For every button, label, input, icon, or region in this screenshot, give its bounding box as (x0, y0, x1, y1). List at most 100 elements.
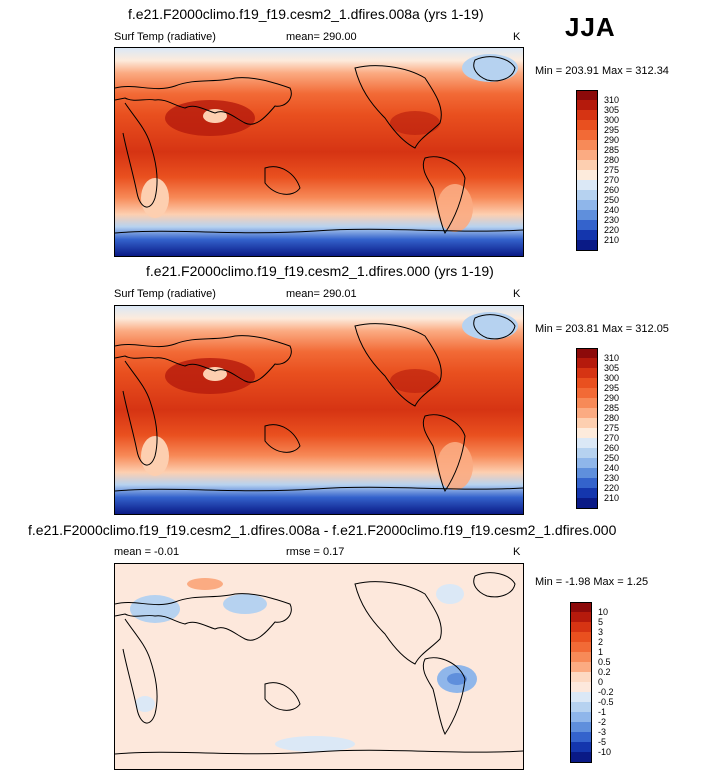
colorbar-tick-label: 285 (604, 145, 620, 155)
panel1-tibet-cool (203, 109, 227, 123)
colorbar-tick-label: 305 (604, 105, 620, 115)
colorbar-tick-label: 280 (604, 413, 620, 423)
colorbar-cell (576, 140, 598, 151)
colorbar-cell (576, 240, 598, 251)
colorbar-tick-label: -10 (598, 747, 612, 757)
colorbar-tick-label: 230 (604, 473, 620, 483)
colorbar-tick-label: -1 (598, 707, 607, 717)
colorbar-tick-label: 240 (604, 205, 620, 215)
colorbar-cell (576, 498, 598, 509)
colorbar-tick-label: 295 (604, 383, 620, 393)
colorbar-tick-label: 260 (604, 185, 620, 195)
panel3-map (114, 563, 524, 770)
colorbar-tick-label: 310 (604, 95, 620, 105)
panel3-anom-safrica (135, 696, 155, 712)
panel1-minmax: Min = 203.91 Max = 312.34 (535, 65, 669, 77)
colorbar-cell (570, 682, 592, 693)
colorbar-tick-label: 3 (598, 627, 604, 637)
panel1-samerica-cool (437, 184, 473, 232)
colorbar-cell (570, 602, 592, 613)
colorbar-tick-label: 275 (604, 423, 620, 433)
colorbar-cell (570, 672, 592, 683)
colorbar-cell (576, 200, 598, 211)
panel1-map (114, 47, 524, 257)
colorbar-tick-label: 290 (604, 393, 620, 403)
colorbar-cell (576, 378, 598, 389)
colorbar-tick-label: 275 (604, 165, 620, 175)
panel3-title: f.e21.F2000climo.f19_f19.cesm2_1.dfires.… (28, 522, 617, 538)
colorbar-cell (570, 752, 592, 763)
colorbar-cell (570, 732, 592, 743)
colorbar-tick-label: 230 (604, 215, 620, 225)
panel1-units-label: K (513, 31, 521, 43)
panel2-variable-label: Surf Temp (radiative) (114, 288, 216, 300)
panel3-coastlines (115, 572, 523, 755)
colorbar-cell (576, 468, 598, 479)
colorbar-tick-label: 250 (604, 453, 620, 463)
colorbar-cell (576, 190, 598, 201)
colorbar-tick-label: 280 (604, 155, 620, 165)
colorbar-tick-label: 1 (598, 647, 604, 657)
colorbar-cell (576, 348, 598, 359)
colorbar-cell (576, 478, 598, 489)
colorbar-cell (576, 428, 598, 439)
colorbar-cell (576, 150, 598, 161)
colorbar-cell (576, 358, 598, 369)
colorbar-cell (576, 230, 598, 241)
colorbar-tick-label: 240 (604, 463, 620, 473)
colorbar-cell (570, 702, 592, 713)
panel2-tibet-cool (203, 367, 227, 381)
panel2-namerica-hot (390, 369, 440, 393)
panel3-anom-south (275, 736, 355, 752)
panel1-mean-label: mean= 290.00 (286, 31, 357, 43)
panel3-map-svg (115, 564, 523, 769)
colorbar-cell (570, 712, 592, 723)
panel2-samerica-cool (437, 442, 473, 490)
colorbar-tick-label: 10 (598, 607, 609, 617)
colorbar-tick-label: 270 (604, 433, 620, 443)
colorbar-tick-label: 5 (598, 617, 604, 627)
panel2-mean-label: mean= 290.01 (286, 288, 357, 300)
colorbar-tick-label: 310 (604, 353, 620, 363)
colorbar-cell (570, 662, 592, 673)
colorbar-cell (576, 130, 598, 141)
panel3-colorbar: 10 5 3 2 1 0.5 0.2 0 -0.2 -0.5 -1 -2 -3 -5 -10 (570, 602, 640, 763)
colorbar-tick-label: 0.2 (598, 667, 611, 677)
colorbar-cell (576, 408, 598, 419)
colorbar-cell (570, 632, 592, 643)
panel2-greenland (462, 312, 518, 340)
colorbar-cell (576, 388, 598, 399)
panel3-minmax: Min = -1.98 Max = 1.25 (535, 576, 649, 588)
panel2-title: f.e21.F2000climo.f19_f19.cesm2_1.dfires.… (146, 263, 494, 279)
panel2-minmax: Min = 203.81 Max = 312.05 (535, 323, 669, 335)
colorbar-cell (570, 622, 592, 633)
panel3-mean-label: mean = -0.01 (114, 546, 180, 558)
colorbar-tick-label: 295 (604, 125, 620, 135)
colorbar-cell (576, 110, 598, 121)
colorbar-cell (576, 160, 598, 171)
colorbar-cell (576, 220, 598, 231)
panel1-colorbar: 310 305 300 295 290 285 280 275 270 260 250 240 230 2… (576, 90, 646, 251)
colorbar-cell (576, 448, 598, 459)
colorbar-tick-label: 0.5 (598, 657, 611, 667)
colorbar-tick-label: 2 (598, 637, 604, 647)
colorbar-tick-label: -3 (598, 727, 607, 737)
colorbar-cell (576, 398, 598, 409)
colorbar-tick-label: -0.2 (598, 687, 614, 697)
colorbar-tick-label: 305 (604, 363, 620, 373)
colorbar-cell (576, 488, 598, 499)
colorbar-tick-label: -5 (598, 737, 607, 747)
colorbar-tick-label: 270 (604, 175, 620, 185)
panel2-map (114, 305, 524, 515)
panel1-variable-label: Surf Temp (radiative) (114, 31, 216, 43)
panel3-units-label: K (513, 546, 521, 558)
colorbar-cell (570, 642, 592, 653)
panel1-coastlines (115, 56, 523, 234)
colorbar-cell (576, 210, 598, 221)
panel1-greenland (462, 54, 518, 82)
panel3-anom-brazil-core (447, 673, 467, 685)
colorbar-tick-label: 250 (604, 195, 620, 205)
colorbar-cell (570, 652, 592, 663)
panel2-units-label: K (513, 288, 521, 300)
colorbar-cell (576, 100, 598, 111)
